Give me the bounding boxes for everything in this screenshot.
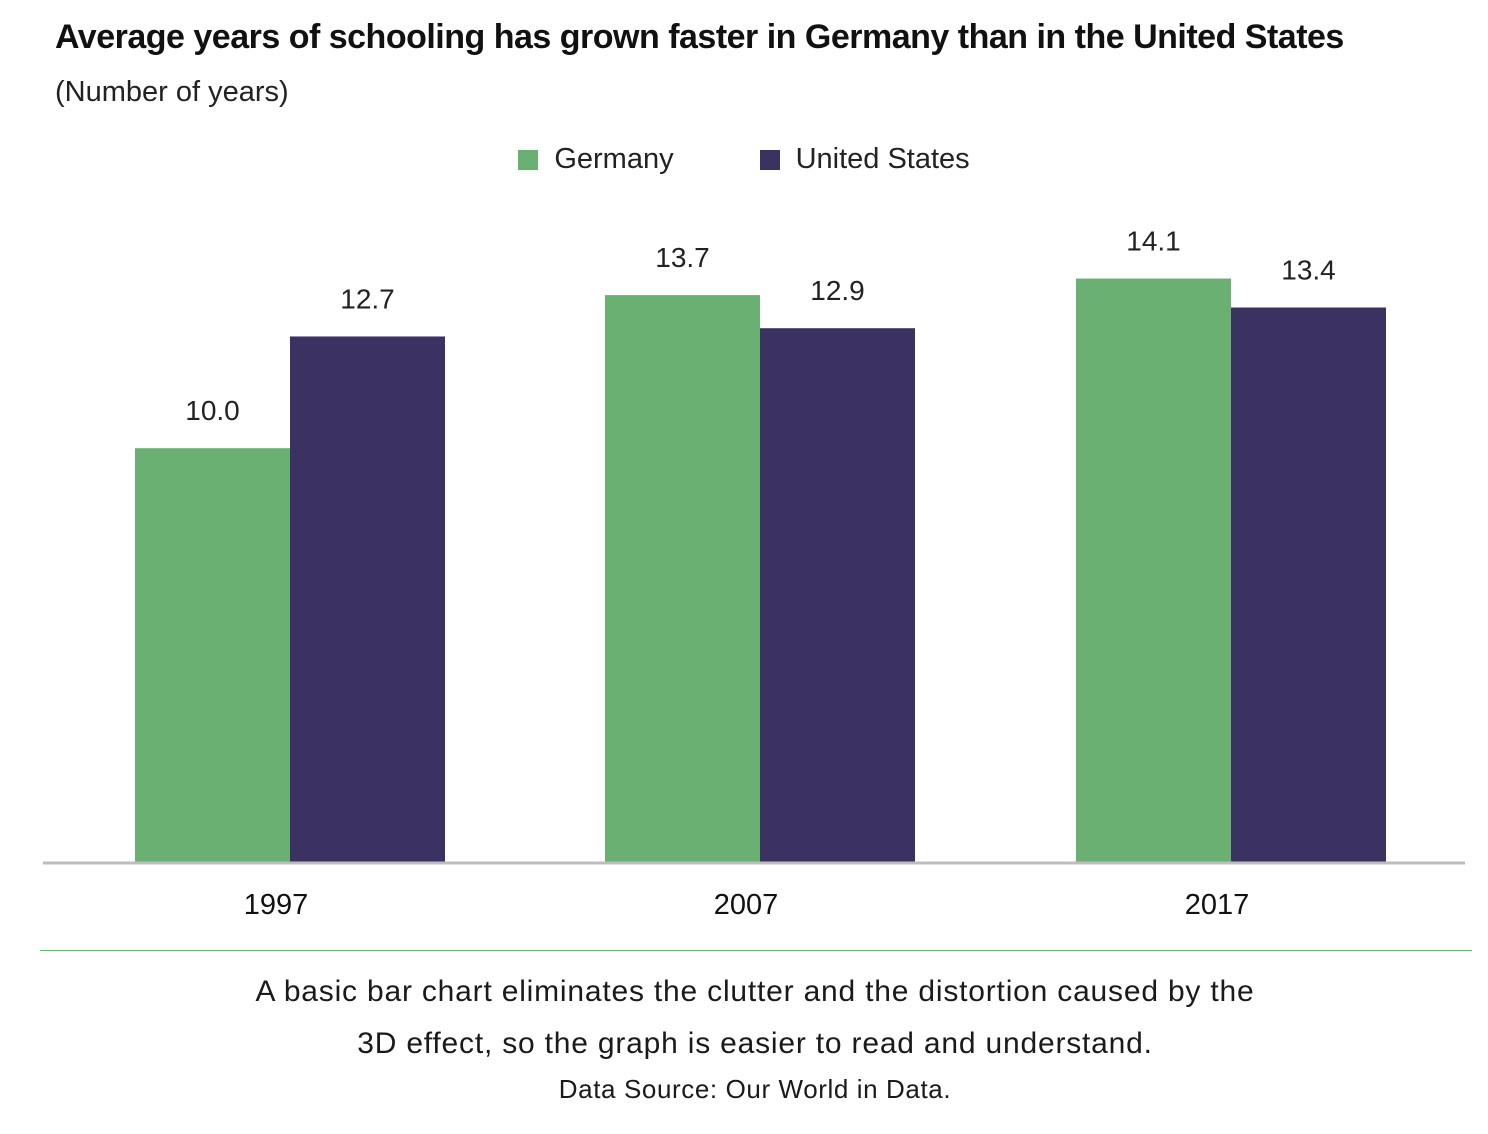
divider [40, 950, 1472, 951]
bar-united-states-2017 [1231, 307, 1386, 862]
x-tick-label-1997: 1997 [244, 889, 309, 921]
data-label-united-states-2007: 12.9 [810, 275, 865, 306]
bar-germany-1997 [135, 448, 290, 862]
legend-swatch-united-states [759, 149, 780, 170]
chart-title: Average years of schooling has grown fas… [55, 18, 1344, 56]
bar-germany-2017 [1076, 278, 1231, 862]
legend-item-germany: Germany [518, 143, 674, 176]
data-label-united-states-1997: 12.7 [340, 283, 395, 314]
legend-item-united-states: United States [720, 143, 970, 176]
x-tick-label-2017: 2017 [1185, 889, 1250, 921]
legend-label-germany: Germany [554, 143, 674, 175]
chart-subtitle: (Number of years) [55, 76, 289, 108]
caption-line-1: A basic bar chart eliminates the clutter… [255, 975, 1255, 1008]
data-label-germany-2017: 14.1 [1126, 226, 1181, 257]
data-source: Data Source: Our World in Data. [558, 1074, 952, 1104]
bar-chart: 10.0 12.7 1997 13.7 12.9 2007 14.1 13.4 2017 [43, 226, 1465, 921]
x-tick-label-2007: 2007 [714, 889, 779, 921]
bar-united-states-2007 [760, 328, 915, 862]
legend-swatch-germany [518, 149, 539, 170]
data-label-germany-1997: 10.0 [185, 395, 240, 426]
legend-label-united-states: United States [795, 143, 970, 175]
data-label-germany-2007: 13.7 [655, 242, 710, 273]
bar-united-states-1997 [290, 336, 445, 862]
legend: Germany United States [0, 143, 1488, 176]
caption-line-2: 3D effect, so the graph is easier to rea… [357, 1027, 1153, 1060]
data-label-united-states-2017: 13.4 [1281, 255, 1336, 286]
bar-germany-2007 [605, 295, 760, 862]
caption: A basic bar chart eliminates the clutter… [0, 966, 1488, 1070]
